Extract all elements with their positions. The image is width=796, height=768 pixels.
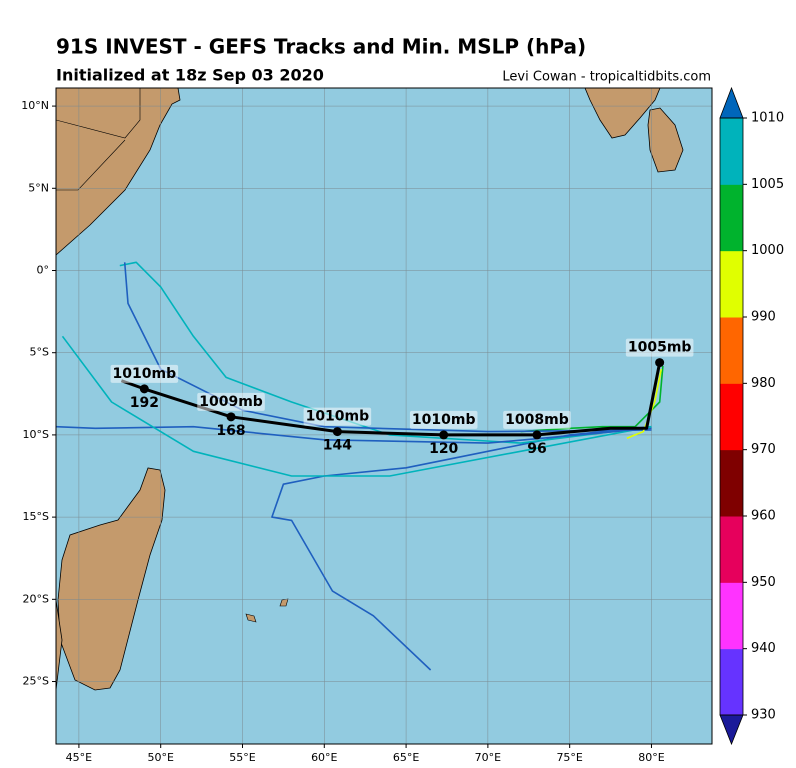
- track-point: [139, 384, 149, 394]
- colorbar-tick-label: 980: [751, 376, 776, 391]
- frame: [55, 87, 713, 745]
- member-track: [56, 425, 652, 444]
- colorbar-over: [719, 86, 744, 119]
- colorbar-band: [720, 582, 743, 650]
- y-tick-label: 0°: [37, 263, 50, 276]
- x-tick-label: 70°E: [475, 751, 501, 764]
- chart-subtitle: Initialized at 18z Sep 03 2020: [56, 66, 324, 85]
- hour-label: 144: [323, 438, 352, 454]
- mslp-label: 1010mb: [306, 409, 370, 425]
- land: [56, 88, 684, 691]
- label-box: [197, 392, 265, 411]
- member-track: [271, 425, 652, 671]
- hour-label: 120: [429, 441, 458, 457]
- track-point: [226, 412, 236, 422]
- track-point: [532, 430, 542, 440]
- colorbar-band: [720, 184, 743, 252]
- colorbar-band: [720, 383, 743, 451]
- member-track: [61, 335, 652, 477]
- colorbar-tick-label: 1000: [751, 243, 784, 258]
- x-tick-label: 60°E: [311, 751, 337, 764]
- plot: 1010mb 192 1009mb 168 1010mb 144 1010mb 120 1008…: [56, 88, 712, 744]
- track-point: [439, 430, 449, 440]
- x-tick-label: 65°E: [393, 751, 419, 764]
- colorbar-tick-label: 950: [751, 575, 776, 590]
- label-box: [625, 338, 694, 357]
- hour-label: 96: [527, 441, 546, 457]
- colorbar-band: [720, 250, 743, 318]
- y-tick-label: 10°N: [21, 99, 49, 112]
- credit: Levi Cowan - tropicaltidbits.com: [502, 70, 711, 85]
- track-point: [332, 427, 342, 437]
- x-tick-label: 55°E: [229, 751, 255, 764]
- colorbar-band: [720, 516, 743, 583]
- colorbar-band: [720, 118, 743, 185]
- colorbar-tick-label: 960: [751, 509, 776, 524]
- colorbar-tick-label: 990: [751, 310, 776, 325]
- colorbar-tick-label: 940: [751, 641, 776, 656]
- x-tick-label: 50°E: [147, 751, 173, 764]
- y-tick-label: 5°N: [28, 181, 49, 194]
- mslp-label: 1010mb: [113, 366, 177, 382]
- ocean: [56, 88, 712, 744]
- colorbar-tick-label: 970: [751, 442, 776, 457]
- label-box: [409, 410, 478, 429]
- y-tick-label: 10°S: [23, 428, 49, 441]
- hour-label: 168: [216, 423, 245, 439]
- mslp-label: 1005mb: [628, 340, 692, 356]
- hour-label: 192: [130, 395, 159, 411]
- chart-title: 91S INVEST - GEFS Tracks and Min. MSLP (…: [56, 35, 586, 59]
- y-tick-label: 25°S: [23, 675, 49, 688]
- x-tick-label: 45°E: [66, 751, 92, 764]
- colorbar-frame: [719, 117, 744, 716]
- colorbar: 930 940 950 960 970 980 990 1000 1005 1010: [719, 86, 784, 746]
- mslp-label: 1008mb: [505, 412, 569, 428]
- y-tick-label: 5°S: [30, 346, 49, 359]
- mslp-label: 1009mb: [199, 394, 263, 410]
- colorbar-band: [720, 449, 743, 517]
- colorbar-band: [720, 648, 743, 716]
- label-box: [303, 407, 372, 426]
- colorbar-tick-label: 1005: [751, 177, 784, 192]
- colorbar-band: [720, 317, 743, 384]
- y-tick-label: 15°S: [23, 510, 49, 523]
- colorbar-tick-label: 1010: [751, 111, 784, 126]
- x-tick-label: 75°E: [556, 751, 582, 764]
- label-box: [503, 410, 571, 429]
- track-point: [655, 358, 665, 368]
- colorbar-tick-label: 930: [751, 708, 776, 723]
- y-tick-label: 20°S: [23, 592, 49, 605]
- x-tick-label: 80°E: [638, 751, 664, 764]
- colorbar-under: [719, 714, 744, 746]
- label-box: [110, 364, 179, 383]
- mslp-label: 1010mb: [412, 412, 476, 428]
- member-track: [119, 261, 652, 444]
